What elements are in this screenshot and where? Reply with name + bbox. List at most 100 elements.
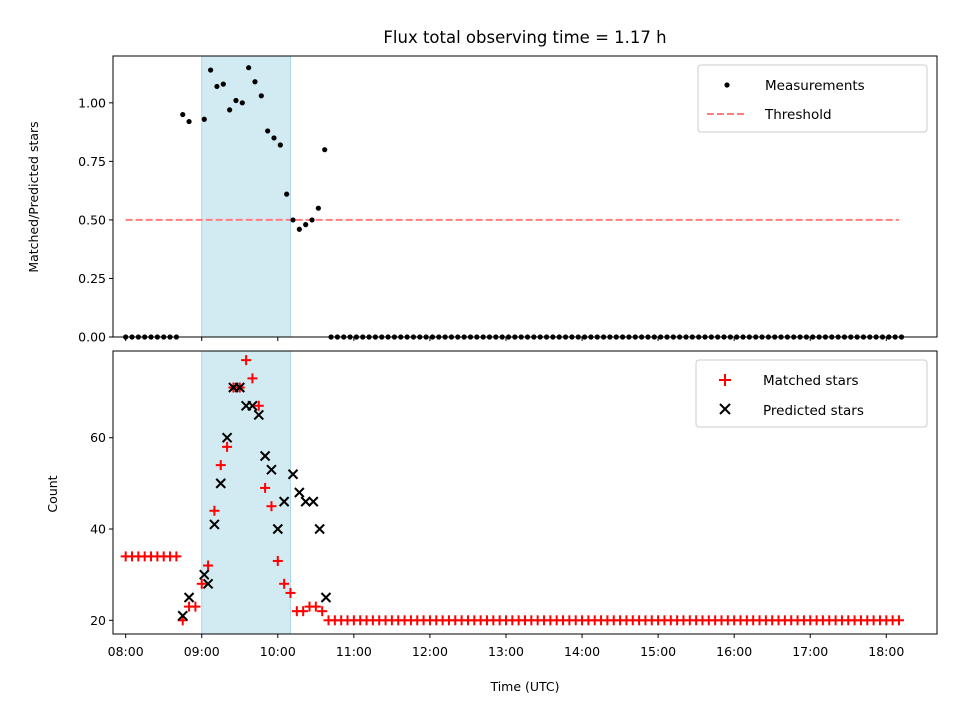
legend-measurements-label: Measurements: [765, 78, 865, 94]
predicted-x-b: [266, 464, 277, 475]
matched-star-point: [209, 505, 220, 516]
predicted-star-point: [234, 382, 245, 393]
predicted-x-b: [287, 469, 299, 480]
predicted-star-point: [209, 519, 220, 530]
predicted-x-b: [278, 496, 290, 507]
predicted-x-b: [253, 409, 264, 421]
matched-star-point: [266, 501, 277, 512]
predicted-x-b: [308, 496, 319, 507]
predicted-x-b: [300, 496, 311, 507]
predicted-star-point: [287, 469, 299, 480]
measurement-point: [322, 147, 328, 153]
measurement-point: [315, 205, 321, 211]
measurement-point: [214, 83, 220, 90]
predicted-x-b: [199, 569, 210, 580]
predicted-star-point: [300, 496, 311, 507]
legend-matched-label: Matched stars: [763, 373, 859, 389]
bottom-xtick-label: 10:00: [260, 644, 296, 659]
observing-span-bottom: [201, 350, 291, 635]
predicted-star-point: [202, 578, 214, 589]
bottom-xlabel: Time (UTC): [489, 679, 559, 694]
top-ytick-label: 0.00: [78, 330, 106, 345]
measurement-point: [239, 100, 245, 106]
bottom-xtick-label: 18:00: [868, 644, 904, 659]
predicted-star-point: [320, 592, 332, 603]
predicted-star-point: [199, 569, 210, 580]
top-legend: Measurements Threshold: [697, 64, 928, 133]
bottom-xtick-label: 17:00: [792, 644, 828, 659]
predicted-x-b: [272, 523, 284, 535]
predicted-star-point: [177, 610, 188, 621]
measurement-point: [271, 135, 277, 141]
measurement-point: [296, 226, 302, 232]
predicted-star-point: [183, 592, 195, 603]
predicted-stars-points: [177, 382, 332, 621]
predicted-x-b: [247, 400, 258, 411]
matched-star-point: [247, 373, 258, 384]
bottom-ytick-label: 20: [90, 613, 106, 628]
bottom-ticks: 20 40 60 08:00 09:00 10:00 11:00 12:00 13:00 14:0…: [90, 430, 904, 659]
bottom-legend-box: [695, 359, 928, 428]
bottom-xtick-label: 15:00: [640, 644, 676, 659]
predicted-star-point: [308, 496, 319, 507]
bottom-xtick-label: 13:00: [488, 644, 524, 659]
predicted-star-point: [272, 523, 284, 535]
bottom-panel: 20 40 60 08:00 09:00 10:00 11:00 12:00 13:00 14:0…: [45, 350, 938, 694]
matched-star-point: [310, 601, 321, 612]
matched-star-point: [171, 551, 182, 562]
bottom-xtick-label: 11:00: [336, 644, 372, 659]
predicted-x-b: [221, 432, 233, 443]
matched-star-point: [260, 482, 271, 493]
measurement-point: [201, 116, 207, 122]
matched-star-point: [298, 606, 309, 617]
measurement-point: [258, 93, 264, 99]
bottom-ytick-label: 40: [90, 522, 106, 537]
predicted-x-b: [209, 519, 220, 530]
predicted-star-point: [253, 409, 264, 421]
measurement-point: [186, 118, 192, 125]
bottom-ylabel: Count: [45, 475, 60, 512]
bottom-xtick-label: 12:00: [412, 644, 448, 659]
top-ytick-label: 0.50: [78, 212, 106, 227]
legend-predicted-label: Predicted stars: [763, 403, 864, 419]
top-ytick-label: 0.25: [78, 271, 106, 286]
matched-star-point: [893, 615, 904, 626]
matched-star-point: [279, 578, 290, 589]
legend-measurements-marker: [724, 82, 730, 88]
measurement-point: [233, 97, 239, 104]
measurement-point: [220, 81, 226, 87]
chart-title: Flux total observing time = 1.17 h: [383, 28, 666, 47]
matched-star-point: [253, 400, 264, 411]
matched-star-point: [203, 560, 214, 571]
measurement-point: [227, 107, 233, 113]
matched-star-point: [222, 441, 233, 452]
predicted-star-point: [266, 464, 277, 475]
top-panel: 0.00 0.25 0.50 0.75 1.00 Matched/Predicted s…: [26, 55, 938, 345]
measurement-point: [277, 142, 283, 148]
measurement-point: [284, 191, 290, 197]
measurement-point: [290, 217, 296, 223]
matched-star-point: [317, 606, 328, 617]
predicted-x-b: [215, 478, 226, 489]
matched-star-point: [272, 555, 283, 566]
predicted-star-point: [314, 523, 325, 535]
predicted-x-b: [234, 382, 245, 393]
matched-star-point: [285, 587, 296, 598]
top-ticks: 0.00 0.25 0.50 0.75 1.00: [78, 95, 887, 345]
predicted-x-b: [177, 610, 188, 621]
measurement-point: [208, 67, 214, 73]
predicted-x-b: [202, 578, 214, 589]
matched-star-point: [215, 460, 226, 471]
legend-predicted-marker: [719, 403, 731, 415]
predicted-star-point: [259, 450, 271, 462]
matched-star-point: [241, 355, 252, 366]
legend-threshold-label: Threshold: [764, 107, 832, 123]
predicted-x-b: [294, 487, 305, 498]
measurement-point: [303, 222, 309, 228]
observing-span-top: [201, 55, 291, 338]
matched-star-point: [196, 578, 207, 589]
measurement-point: [309, 217, 315, 223]
measurement-point: [252, 79, 258, 85]
bottom-xtick-label: 16:00: [716, 644, 752, 659]
